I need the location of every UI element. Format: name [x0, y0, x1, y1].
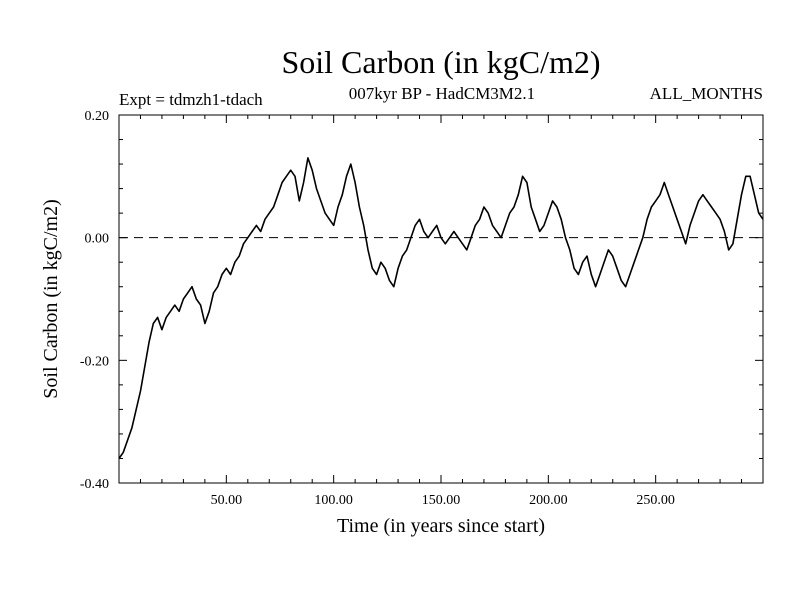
x-tick-label: 250.00 [636, 493, 675, 508]
axis-tick-labels: 50.00 100.00 150.00 200.00 250.00 -0.40 -0.20 0… [80, 109, 675, 508]
x-axis-label: Time (in years since start) [337, 515, 545, 537]
plot-frame [118, 114, 764, 484]
y-axis-label: Soil Carbon (in kgC/m2) [40, 199, 62, 398]
x-tick-label: 100.00 [314, 493, 353, 508]
months-label: ALL_MONTHS [650, 84, 763, 103]
x-tick-label: 200.00 [529, 493, 568, 508]
y-tick-label: -0.40 [80, 477, 109, 492]
soil-carbon-series-line [118, 157, 764, 459]
period-model-label: 007kyr BP - HadCM3M2.1 [349, 84, 535, 103]
experiment-label: Expt = tdmzh1-tdach [119, 90, 263, 109]
axis-ticks [119, 115, 763, 483]
x-tick-label: 150.00 [422, 493, 461, 508]
x-tick-label: 50.00 [211, 493, 243, 508]
chart-title: Soil Carbon (in kgC/m2) [281, 44, 600, 80]
y-tick-label: 0.00 [85, 232, 110, 247]
y-tick-label: 0.20 [85, 109, 110, 124]
y-tick-label: -0.20 [80, 354, 109, 369]
